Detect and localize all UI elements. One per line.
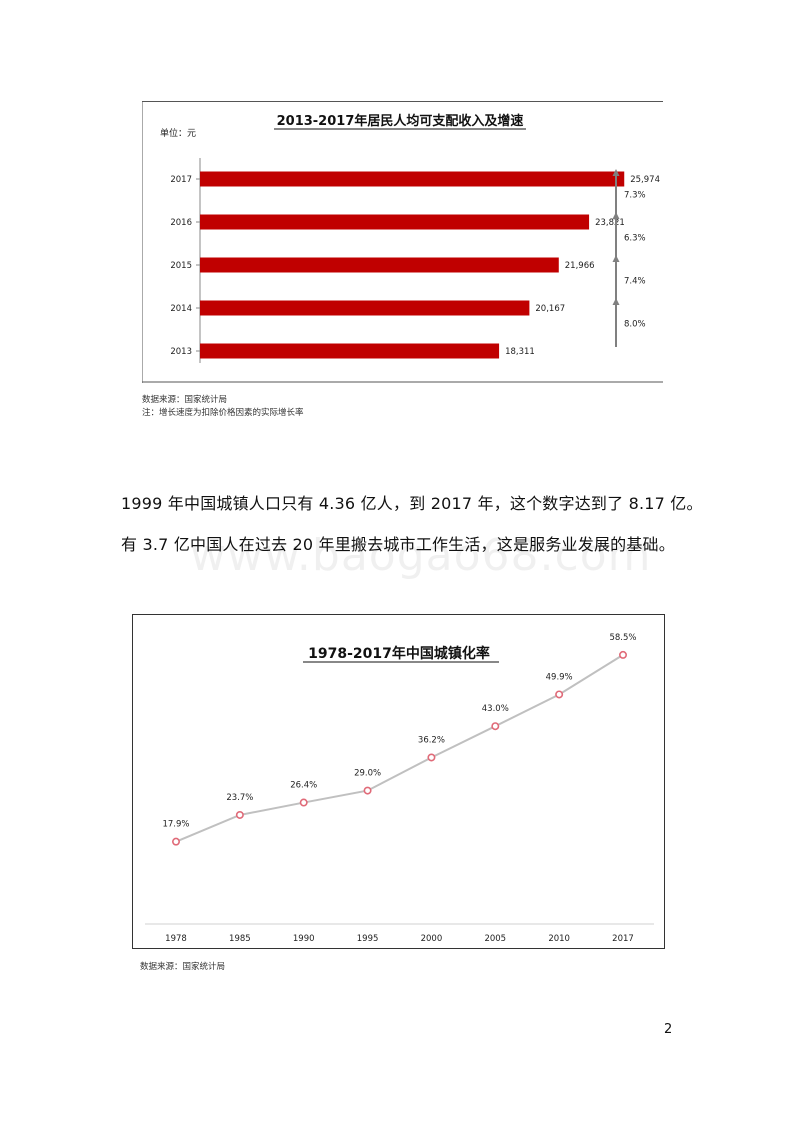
page-number: 2 [664,1022,673,1037]
urbanization-x-tick-label: 1978 [165,934,187,944]
urbanization-point [235,810,244,819]
income-chart-title: 2013-2017年居民人均可支配收入及增速 [277,113,524,129]
urbanization-value-label: 26.4% [290,781,317,791]
urbanization-x-tick-label: 2010 [548,934,570,944]
urbanization-x-tick-label: 1995 [357,934,379,944]
income-category-label: 2016 [170,218,192,228]
chart2-source: 数据来源：国家统计局 [140,962,226,972]
urbanization-series-line [175,654,624,843]
income-category-label: 2013 [170,347,192,357]
urbanization-point [427,753,436,762]
income-category-label: 2014 [170,304,192,314]
urbanization-point [363,786,372,795]
urbanization-value-label: 23.7% [226,793,253,803]
urbanization-line-chart: 1978-2017年中国城镇化率 17.9% 1978 23.7% 1985 26.4%… [145,633,654,944]
income-category-label: 2017 [170,175,192,185]
income-chart-unit-label: 单位：元 [160,127,196,139]
urbanization-value-label: 29.0% [354,769,381,779]
income-bar [200,300,530,316]
growth-rate-label: 7.3% [624,191,646,201]
urbanization-value-label: 36.2% [418,735,445,745]
urbanization-x-tick-label: 1990 [293,934,315,944]
growth-rate-label: 7.4% [624,277,646,287]
urbanization-value-label: 58.5% [609,633,636,643]
urbanization-point [299,798,308,807]
growth-arrow-head [612,298,620,305]
income-chart-container: 2013-2017年居民人均可支配收入及增速 单位：元 2017 25,974 20… [141,101,663,383]
growth-rate-label: 6.3% [624,234,646,244]
income-bar [200,171,625,187]
urbanization-point [555,690,564,699]
urbanization-x-tick-label: 2017 [612,934,634,944]
growth-arrow-head [612,255,620,262]
growth-rate-label: 8.0% [624,320,646,330]
income-value-label: 23,821 [595,218,625,228]
urbanization-point [618,650,627,659]
urbanization-value-label: 43.0% [482,704,509,714]
income-bar-chart: 2013-2017年居民人均可支配收入及增速 单位：元 2017 25,974 20… [141,101,663,383]
chart1-source: 数据来源：国家统计局 [142,395,228,405]
urbanization-chart-title: 1978-2017年中国城镇化率 [308,645,490,662]
urbanization-chart-container: 1978-2017年中国城镇化率 17.9% 1978 23.7% 1985 26.4%… [132,614,665,949]
urbanization-point [491,722,500,731]
income-category-label: 2015 [170,261,192,271]
paragraph-line-1: 1999 年中国城镇人口只有 4.36 亿人，到 2017 年，这个数字达到了 … [121,494,703,513]
urbanization-x-tick-label: 2005 [484,934,506,944]
growth-arrow-head [612,169,620,176]
income-value-label: 25,974 [630,175,660,185]
growth-arrow-head [612,212,620,219]
paragraph-line-2: 有 3.7 亿中国人在过去 20 年里搬去城市工作生活，这是服务业发展的基础。 [121,535,675,554]
income-bar [200,214,590,230]
income-value-label: 20,167 [535,304,565,314]
urbanization-x-tick-label: 2000 [421,934,443,944]
watermark: www.baogao68.com [190,530,652,581]
income-value-label: 18,311 [505,347,535,357]
urbanization-value-label: 17.9% [162,820,189,830]
urbanization-point [171,837,180,846]
urbanization-value-label: 49.9% [546,672,573,682]
chart1-note: 注：增长速度为扣除价格因素的实际增长率 [142,408,304,418]
income-value-label: 21,966 [565,261,595,271]
urbanization-x-tick-label: 1985 [229,934,251,944]
income-bar [200,257,559,273]
income-bar [200,343,500,359]
